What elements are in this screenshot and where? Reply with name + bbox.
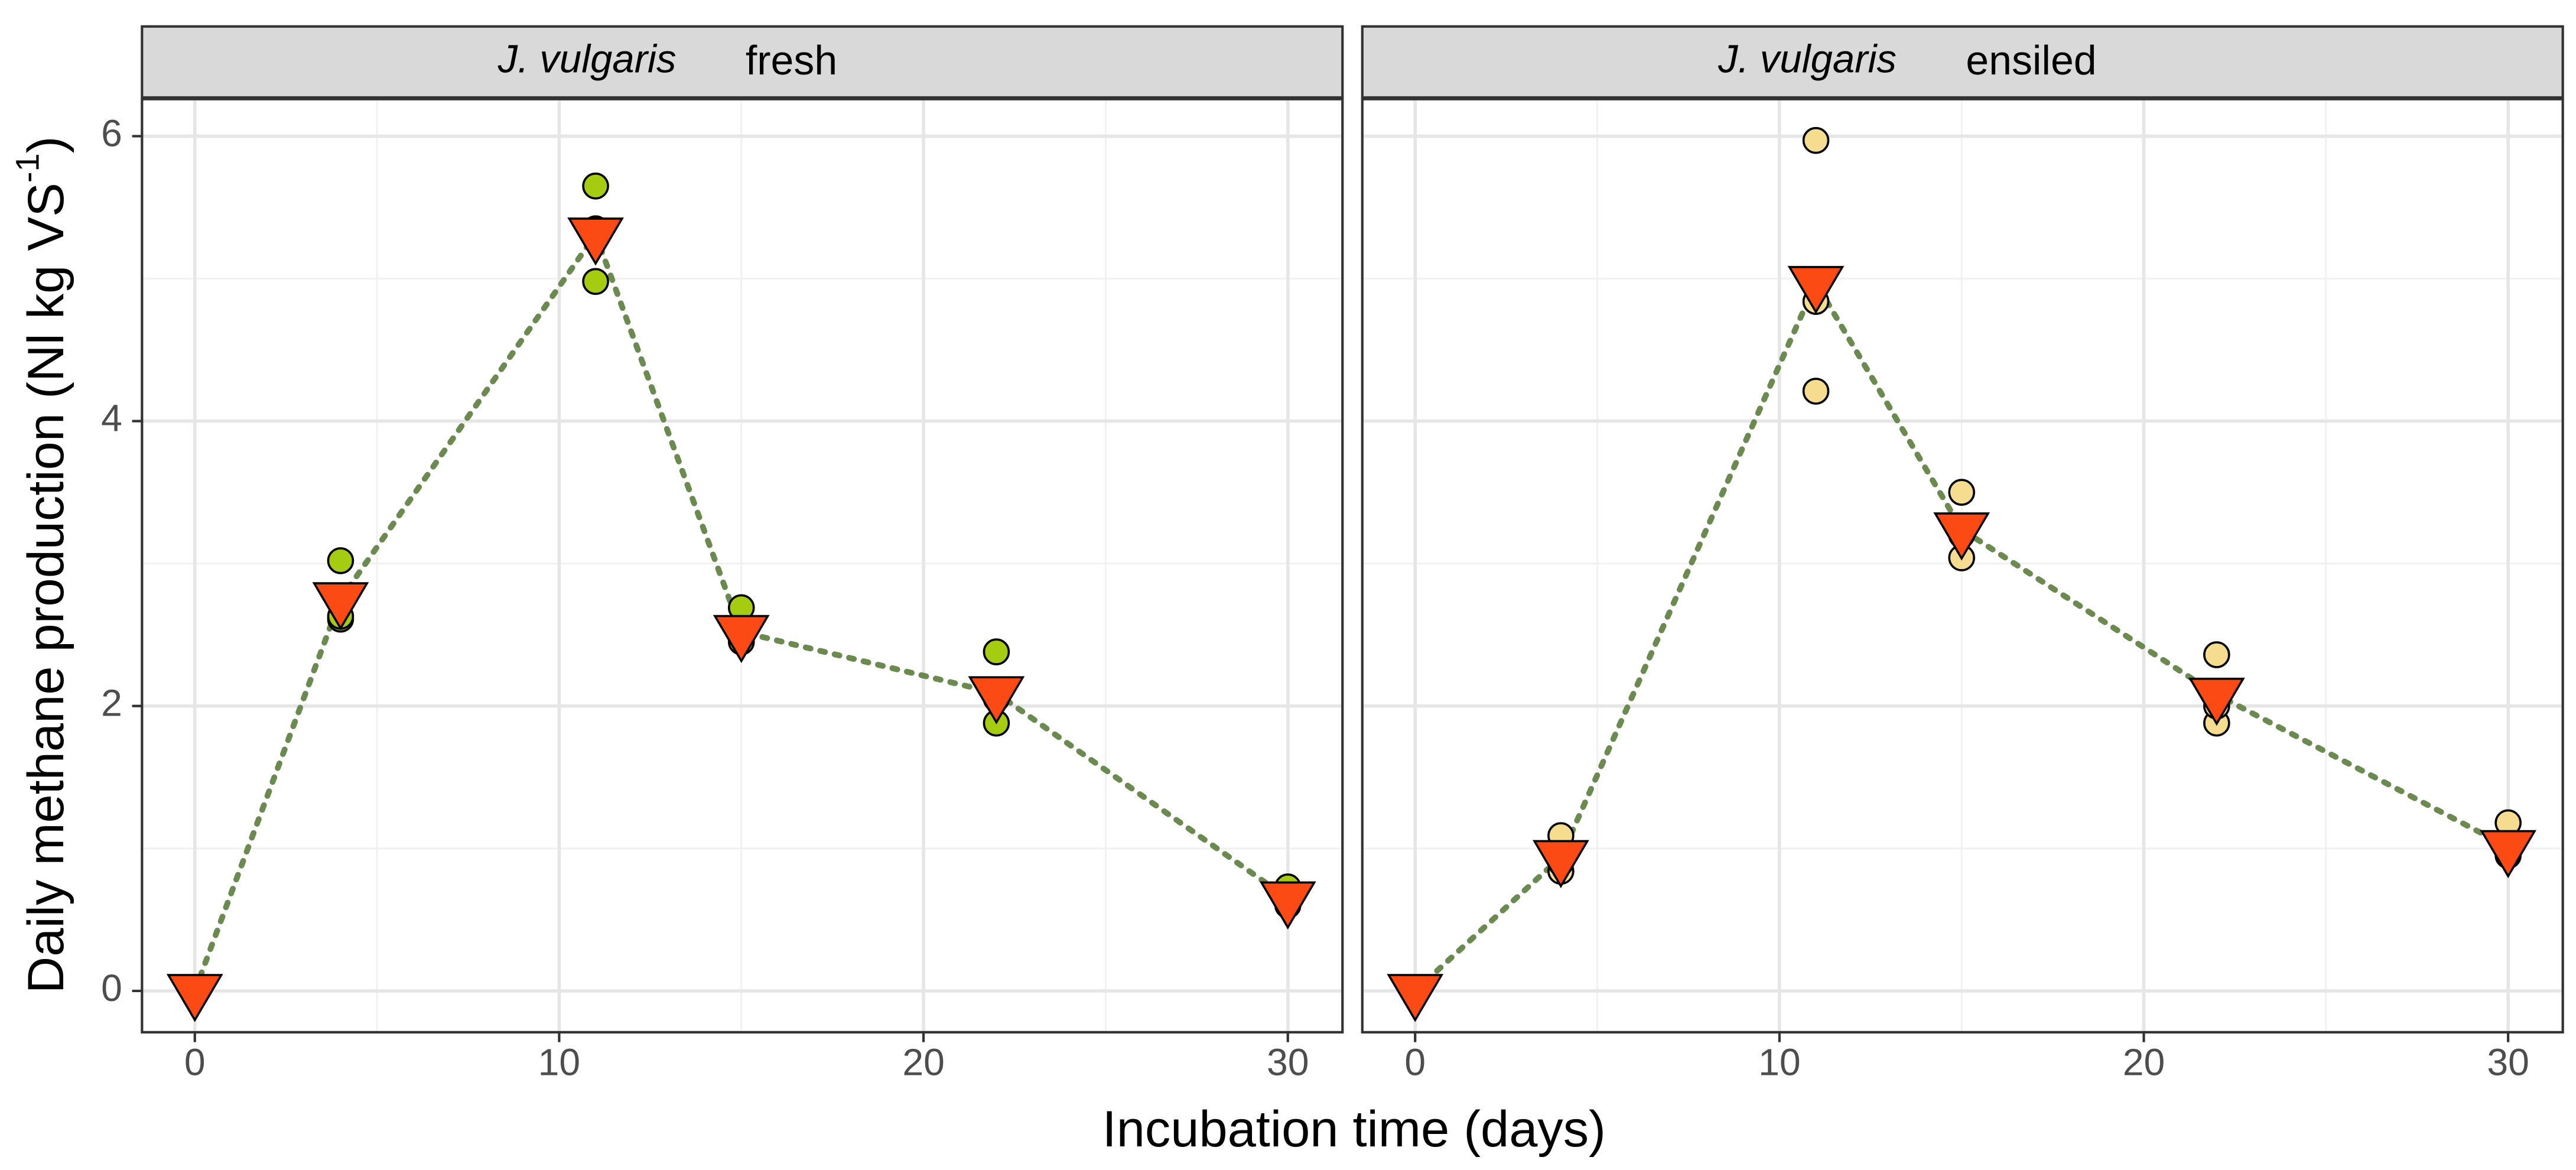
replicate-point (983, 638, 1010, 665)
y-tick-label: 0 (101, 967, 122, 1009)
replicate-point (582, 173, 609, 200)
replicate-point (1948, 479, 1975, 506)
panel-border (141, 98, 1344, 1034)
mean-line (1412, 277, 2512, 994)
x-tick-label: 20 (2123, 1041, 2165, 1084)
panel: J. vulgaris fresh 0 10 20 30 0 2 4 6 (101, 25, 1344, 1084)
y-axis-title-suffix: ) (18, 136, 74, 154)
replicate-point (2203, 641, 2230, 668)
y-tick-label: 6 (101, 112, 122, 154)
mean-point (968, 676, 1025, 724)
x-tick-label: 10 (538, 1041, 580, 1084)
mean-point (567, 217, 624, 266)
y-axis-title-superscript: -1 (8, 153, 45, 183)
panel-border (1361, 98, 2564, 1034)
mean-point (2480, 830, 2537, 879)
mean-point (1787, 266, 1845, 314)
replicate-point (327, 547, 354, 574)
mean-point (1259, 881, 1316, 930)
x-tick-label: 30 (1267, 1041, 1309, 1084)
x-tick-label: 20 (902, 1041, 944, 1084)
strip (141, 25, 1344, 99)
strip-species: J. vulgaris (1718, 37, 1897, 82)
replicate-point (582, 268, 609, 295)
x-tick-label: 10 (1758, 1041, 1800, 1084)
y-tick-label: 4 (101, 397, 122, 440)
x-tick-label: 0 (184, 1041, 206, 1084)
mean-point (1933, 512, 1990, 561)
strip-species: J. vulgaris (497, 37, 676, 82)
y-tick-label: 2 (101, 682, 122, 724)
x-tick-label: 30 (2487, 1041, 2529, 1084)
mean-point (2188, 677, 2245, 726)
strip-condition: ensiled (1966, 37, 2096, 83)
y-axis-title: Daily methane production (Nl kg VS-1) (8, 136, 74, 994)
plot-background (142, 99, 1343, 1032)
x-axis-title: Incubation time (days) (1102, 1101, 1606, 1158)
mean-line (191, 228, 1291, 994)
replicate-point (1802, 378, 1830, 405)
mean-point (1532, 840, 1589, 889)
mean-point (1387, 974, 1444, 1022)
strip (1361, 25, 2564, 99)
x-tick-label: 0 (1404, 1041, 1426, 1084)
mean-point (713, 615, 770, 664)
panel: J. vulgaris ensiled 0 10 20 30 (1361, 25, 2564, 1084)
replicate-point (1802, 126, 1830, 154)
strip-condition: fresh (746, 37, 837, 83)
y-axis-title-text: Daily methane production (Nl kg VS (18, 183, 74, 993)
mean-point (312, 582, 369, 630)
mean-point (166, 974, 223, 1022)
